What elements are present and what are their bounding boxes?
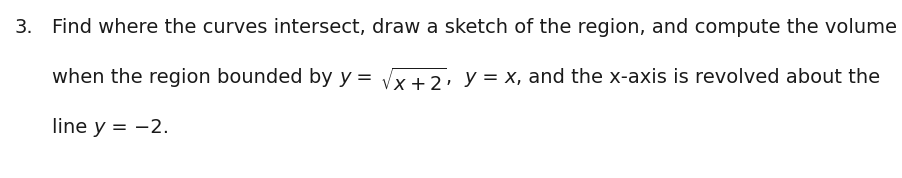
- Text: = −2.: = −2.: [105, 118, 169, 137]
- Text: y: y: [94, 118, 105, 137]
- Text: 3.: 3.: [14, 18, 32, 37]
- Text: =: =: [475, 68, 504, 87]
- Text: =: =: [350, 68, 379, 87]
- Text: line: line: [52, 118, 94, 137]
- Text: Find where the curves intersect, draw a sketch of the region, and compute the vo: Find where the curves intersect, draw a …: [52, 18, 896, 37]
- Text: ,: ,: [446, 68, 464, 87]
- Text: x: x: [504, 68, 516, 87]
- Text: when the region bounded by: when the region bounded by: [52, 68, 338, 87]
- Text: y: y: [338, 68, 350, 87]
- Text: $\sqrt{x + 2}$: $\sqrt{x + 2}$: [379, 68, 446, 95]
- Text: , and the x-axis is revolved about the: , and the x-axis is revolved about the: [516, 68, 879, 87]
- Text: y: y: [464, 68, 475, 87]
